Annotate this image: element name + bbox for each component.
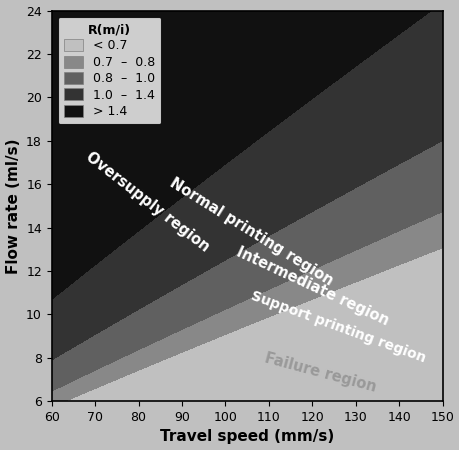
Text: Normal printing region: Normal printing region bbox=[167, 176, 335, 288]
Text: Support printing region: Support printing region bbox=[248, 289, 427, 365]
Legend: < 0.7, 0.7  –  0.8, 0.8  –  1.0, 1.0  –  1.4, > 1.4: < 0.7, 0.7 – 0.8, 0.8 – 1.0, 1.0 – 1.4, … bbox=[58, 17, 161, 124]
X-axis label: Travel speed (mm/s): Travel speed (mm/s) bbox=[160, 429, 334, 445]
Text: Intermediate region: Intermediate region bbox=[233, 244, 390, 328]
Text: Failure region: Failure region bbox=[263, 351, 378, 395]
Text: Oversupply region: Oversupply region bbox=[83, 149, 212, 254]
Y-axis label: Flow rate (ml/s): Flow rate (ml/s) bbox=[6, 138, 21, 274]
